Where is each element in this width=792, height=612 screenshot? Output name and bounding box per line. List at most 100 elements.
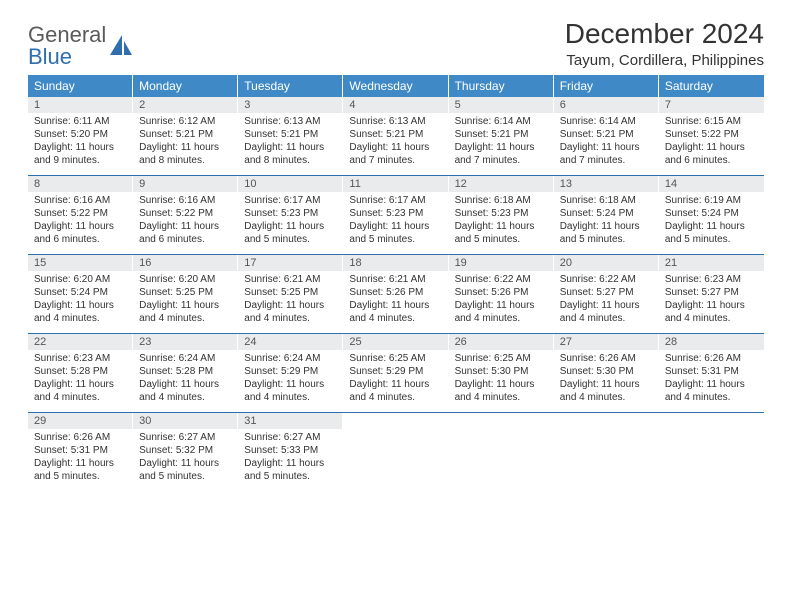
logo-text-gray: General: [28, 24, 106, 46]
day-number: 30: [133, 413, 238, 429]
daylight: Daylight: 11 hours and 4 minutes.: [665, 378, 758, 404]
calendar-table: Sunday Monday Tuesday Wednesday Thursday…: [28, 75, 764, 491]
sunrise: Sunrise: 6:18 AM: [455, 194, 547, 207]
sunset: Sunset: 5:29 PM: [244, 365, 336, 378]
day-number: 29: [28, 413, 133, 429]
day-number: 12: [449, 176, 554, 192]
sunset: Sunset: 5:23 PM: [349, 207, 441, 220]
logo-sail-icon: [108, 33, 134, 59]
day-info: Sunrise: 6:12 AMSunset: 5:21 PMDaylight:…: [133, 113, 238, 175]
sunset: Sunset: 5:28 PM: [34, 365, 126, 378]
col-wednesday: Wednesday: [343, 75, 448, 97]
day-info-row: Sunrise: 6:20 AMSunset: 5:24 PMDaylight:…: [28, 271, 764, 333]
day-number: 9: [133, 176, 238, 192]
sunrise: Sunrise: 6:23 AM: [34, 352, 126, 365]
day-info: Sunrise: 6:14 AMSunset: 5:21 PMDaylight:…: [449, 113, 554, 175]
day-info: Sunrise: 6:16 AMSunset: 5:22 PMDaylight:…: [28, 192, 133, 254]
day-info-row: Sunrise: 6:16 AMSunset: 5:22 PMDaylight:…: [28, 192, 764, 254]
day-number-row: 293031: [28, 413, 764, 429]
daylight: Daylight: 11 hours and 6 minutes.: [139, 220, 231, 246]
daylight: Daylight: 11 hours and 8 minutes.: [244, 141, 336, 167]
day-info-row: Sunrise: 6:26 AMSunset: 5:31 PMDaylight:…: [28, 429, 764, 491]
day-number: 13: [554, 176, 659, 192]
day-info: Sunrise: 6:22 AMSunset: 5:26 PMDaylight:…: [449, 271, 554, 333]
daylight: Daylight: 11 hours and 4 minutes.: [244, 299, 336, 325]
day-info: Sunrise: 6:20 AMSunset: 5:24 PMDaylight:…: [28, 271, 133, 333]
day-number: 6: [554, 97, 659, 113]
sunset: Sunset: 5:23 PM: [455, 207, 547, 220]
sunset: Sunset: 5:27 PM: [665, 286, 758, 299]
day-info: Sunrise: 6:17 AMSunset: 5:23 PMDaylight:…: [343, 192, 448, 254]
sunset: Sunset: 5:24 PM: [560, 207, 652, 220]
daylight: Daylight: 11 hours and 7 minutes.: [455, 141, 547, 167]
day-info: Sunrise: 6:25 AMSunset: 5:29 PMDaylight:…: [343, 350, 448, 412]
day-number: 31: [238, 413, 343, 429]
daylight: Daylight: 11 hours and 9 minutes.: [34, 141, 126, 167]
day-info-row: Sunrise: 6:11 AMSunset: 5:20 PMDaylight:…: [28, 113, 764, 175]
daylight: Daylight: 11 hours and 5 minutes.: [244, 220, 336, 246]
daylight: Daylight: 11 hours and 4 minutes.: [349, 378, 441, 404]
sunrise: Sunrise: 6:25 AM: [455, 352, 547, 365]
sunset: Sunset: 5:20 PM: [34, 128, 126, 141]
day-number: 24: [238, 334, 343, 350]
daylight: Daylight: 11 hours and 5 minutes.: [244, 457, 336, 483]
day-info: Sunrise: 6:19 AMSunset: 5:24 PMDaylight:…: [659, 192, 764, 254]
sunrise: Sunrise: 6:24 AM: [244, 352, 336, 365]
day-info: Sunrise: 6:17 AMSunset: 5:23 PMDaylight:…: [238, 192, 343, 254]
sunset: Sunset: 5:28 PM: [139, 365, 231, 378]
day-number: 18: [343, 255, 448, 271]
day-number: 10: [238, 176, 343, 192]
day-number: 14: [659, 176, 764, 192]
day-number: 28: [659, 334, 764, 350]
daylight: Daylight: 11 hours and 6 minutes.: [34, 220, 126, 246]
location: Tayum, Cordillera, Philippines: [565, 52, 764, 69]
sunrise: Sunrise: 6:22 AM: [560, 273, 652, 286]
daylight: Daylight: 11 hours and 8 minutes.: [139, 141, 231, 167]
sunrise: Sunrise: 6:26 AM: [665, 352, 758, 365]
sunrise: Sunrise: 6:23 AM: [665, 273, 758, 286]
daylight: Daylight: 11 hours and 6 minutes.: [665, 141, 758, 167]
daylight: Daylight: 11 hours and 4 minutes.: [244, 378, 336, 404]
day-info: Sunrise: 6:13 AMSunset: 5:21 PMDaylight:…: [343, 113, 448, 175]
sunset: Sunset: 5:31 PM: [665, 365, 758, 378]
sunrise: Sunrise: 6:25 AM: [349, 352, 441, 365]
sunrise: Sunrise: 6:26 AM: [560, 352, 652, 365]
month-title: December 2024: [565, 18, 764, 50]
daylight: Daylight: 11 hours and 5 minutes.: [34, 457, 126, 483]
sunset: Sunset: 5:26 PM: [455, 286, 547, 299]
daylight: Daylight: 11 hours and 4 minutes.: [455, 299, 547, 325]
sunset: Sunset: 5:31 PM: [34, 444, 126, 457]
sunset: Sunset: 5:21 PM: [560, 128, 652, 141]
day-info: Sunrise: 6:18 AMSunset: 5:23 PMDaylight:…: [449, 192, 554, 254]
day-info: Sunrise: 6:27 AMSunset: 5:33 PMDaylight:…: [238, 429, 343, 491]
day-number: [449, 413, 554, 429]
day-info: Sunrise: 6:21 AMSunset: 5:26 PMDaylight:…: [343, 271, 448, 333]
sunrise: Sunrise: 6:12 AM: [139, 115, 231, 128]
col-thursday: Thursday: [449, 75, 554, 97]
day-info: Sunrise: 6:11 AMSunset: 5:20 PMDaylight:…: [28, 113, 133, 175]
day-info: Sunrise: 6:21 AMSunset: 5:25 PMDaylight:…: [238, 271, 343, 333]
sunset: Sunset: 5:22 PM: [34, 207, 126, 220]
sunrise: Sunrise: 6:21 AM: [244, 273, 336, 286]
sunset: Sunset: 5:21 PM: [349, 128, 441, 141]
daylight: Daylight: 11 hours and 4 minutes.: [560, 378, 652, 404]
sunrise: Sunrise: 6:11 AM: [34, 115, 126, 128]
sunrise: Sunrise: 6:24 AM: [139, 352, 231, 365]
col-sunday: Sunday: [28, 75, 133, 97]
sunset: Sunset: 5:32 PM: [139, 444, 231, 457]
sunrise: Sunrise: 6:27 AM: [139, 431, 231, 444]
sunset: Sunset: 5:23 PM: [244, 207, 336, 220]
daylight: Daylight: 11 hours and 4 minutes.: [34, 378, 126, 404]
daylight: Daylight: 11 hours and 5 minutes.: [560, 220, 652, 246]
sunrise: Sunrise: 6:22 AM: [455, 273, 547, 286]
sunrise: Sunrise: 6:15 AM: [665, 115, 758, 128]
sunset: Sunset: 5:24 PM: [665, 207, 758, 220]
sunrise: Sunrise: 6:14 AM: [560, 115, 652, 128]
sunrise: Sunrise: 6:16 AM: [139, 194, 231, 207]
sunset: Sunset: 5:30 PM: [455, 365, 547, 378]
sunrise: Sunrise: 6:19 AM: [665, 194, 758, 207]
day-info: Sunrise: 6:18 AMSunset: 5:24 PMDaylight:…: [554, 192, 659, 254]
daylight: Daylight: 11 hours and 4 minutes.: [455, 378, 547, 404]
day-number: 3: [238, 97, 343, 113]
sunset: Sunset: 5:25 PM: [244, 286, 336, 299]
